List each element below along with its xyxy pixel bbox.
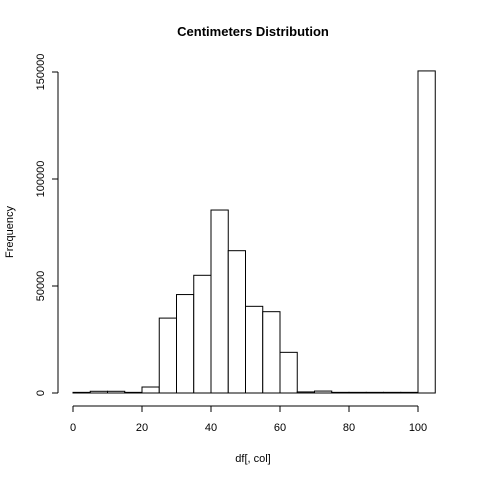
histogram-bar-50-55 xyxy=(245,305,264,394)
x-tick-label-60: 60 xyxy=(274,422,286,434)
histogram-bar-60-65 xyxy=(279,351,298,394)
chart-title: Centimeters Distribution xyxy=(177,24,329,39)
histogram-bar-45-50 xyxy=(227,250,246,394)
y-axis: 0 50000 100000 150000 xyxy=(35,54,59,396)
y-tick-label-100000: 100000 xyxy=(35,161,47,198)
y-tick-label-0: 0 xyxy=(35,390,47,396)
x-tick-label-80: 80 xyxy=(343,422,355,434)
histogram-bar-80-85 xyxy=(348,391,367,394)
histogram-bar-70-75 xyxy=(314,390,333,394)
histogram-bar-25-30 xyxy=(158,317,177,394)
histogram-bar-10-15 xyxy=(107,390,126,394)
histogram-bar-55-60 xyxy=(262,311,281,394)
histogram-bar-95-100 xyxy=(400,391,419,394)
histogram-bar-30-35 xyxy=(176,294,195,394)
x-tick-label-100: 100 xyxy=(409,422,427,434)
histogram-bar-40-45 xyxy=(210,209,229,394)
histogram-bar-100-105 xyxy=(417,70,436,394)
x-axis: 0 20 40 60 80 100 xyxy=(70,405,427,434)
histogram-bar-5-10 xyxy=(89,390,108,394)
histogram-bar-65-70 xyxy=(296,391,315,394)
histogram-bar-85-90 xyxy=(365,391,384,394)
histogram-bar-20-25 xyxy=(141,386,160,394)
x-tick-label-20: 20 xyxy=(136,422,148,434)
y-tick-label-50000: 50000 xyxy=(35,271,47,302)
x-tick-label-0: 0 xyxy=(70,422,76,434)
histogram-bar-0-5 xyxy=(72,391,91,394)
bars-group xyxy=(72,70,436,394)
histogram-bar-35-40 xyxy=(193,274,212,394)
histogram-bar-15-20 xyxy=(124,391,143,394)
histogram-bar-75-80 xyxy=(331,391,350,394)
x-tick-label-40: 40 xyxy=(205,422,217,434)
y-axis-label: Frequency xyxy=(4,206,16,258)
x-axis-label: df[, col] xyxy=(235,453,270,465)
histogram-bar-90-95 xyxy=(383,391,402,394)
y-tick-label-150000: 150000 xyxy=(35,54,47,91)
